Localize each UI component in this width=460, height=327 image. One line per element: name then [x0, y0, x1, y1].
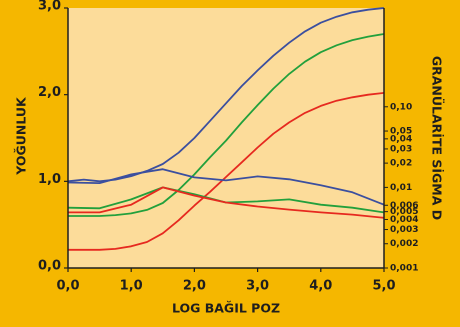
y2-tick-label: 0,03 — [390, 144, 412, 154]
series-line — [67, 7, 385, 183]
series-line — [68, 186, 385, 219]
plot-area — [68, 8, 384, 268]
y2-tick-label: 0,10 — [390, 102, 412, 112]
y-axis-title: YOĞUNLUK — [14, 96, 29, 176]
y2-tick-label: 0,002 — [390, 239, 418, 249]
y-tick-label: 2,0 — [38, 85, 61, 100]
y-tick-label: 1,0 — [38, 172, 61, 187]
y2-tick-label: 0,003 — [390, 225, 418, 235]
y2-tick-label: 0,006 — [390, 201, 418, 211]
x-tick-label: 1,0 — [120, 279, 143, 294]
y-tick-label: 3,0 — [38, 0, 61, 14]
y-tick-label: 0,0 — [38, 259, 61, 274]
x-tick-label: 0,0 — [56, 279, 79, 294]
x-tick-label: 5,0 — [372, 279, 395, 294]
y2-tick-label: 0,01 — [390, 183, 412, 193]
y2-tick-label: 0,04 — [390, 134, 412, 144]
x-axis-title: LOG BAĞIL POZ — [172, 301, 280, 316]
y2-tick-label: 0,05 — [390, 127, 412, 137]
x-tick-label: 3,0 — [246, 279, 269, 294]
y2-axis-title: GRANÜLARİTE SİGMA D — [430, 56, 445, 220]
x-tick-label: 4,0 — [309, 279, 332, 294]
x-tick-label: 2,0 — [183, 279, 206, 294]
series-line — [68, 33, 385, 217]
y2-tick-label: 0,02 — [390, 159, 412, 169]
y2-tick-label: 0,004 — [390, 215, 418, 225]
series-line — [67, 168, 385, 206]
y2-tick-label: 0,001 — [390, 264, 418, 274]
y2-tick-label: 0,005 — [390, 207, 418, 217]
series-line — [68, 92, 385, 251]
